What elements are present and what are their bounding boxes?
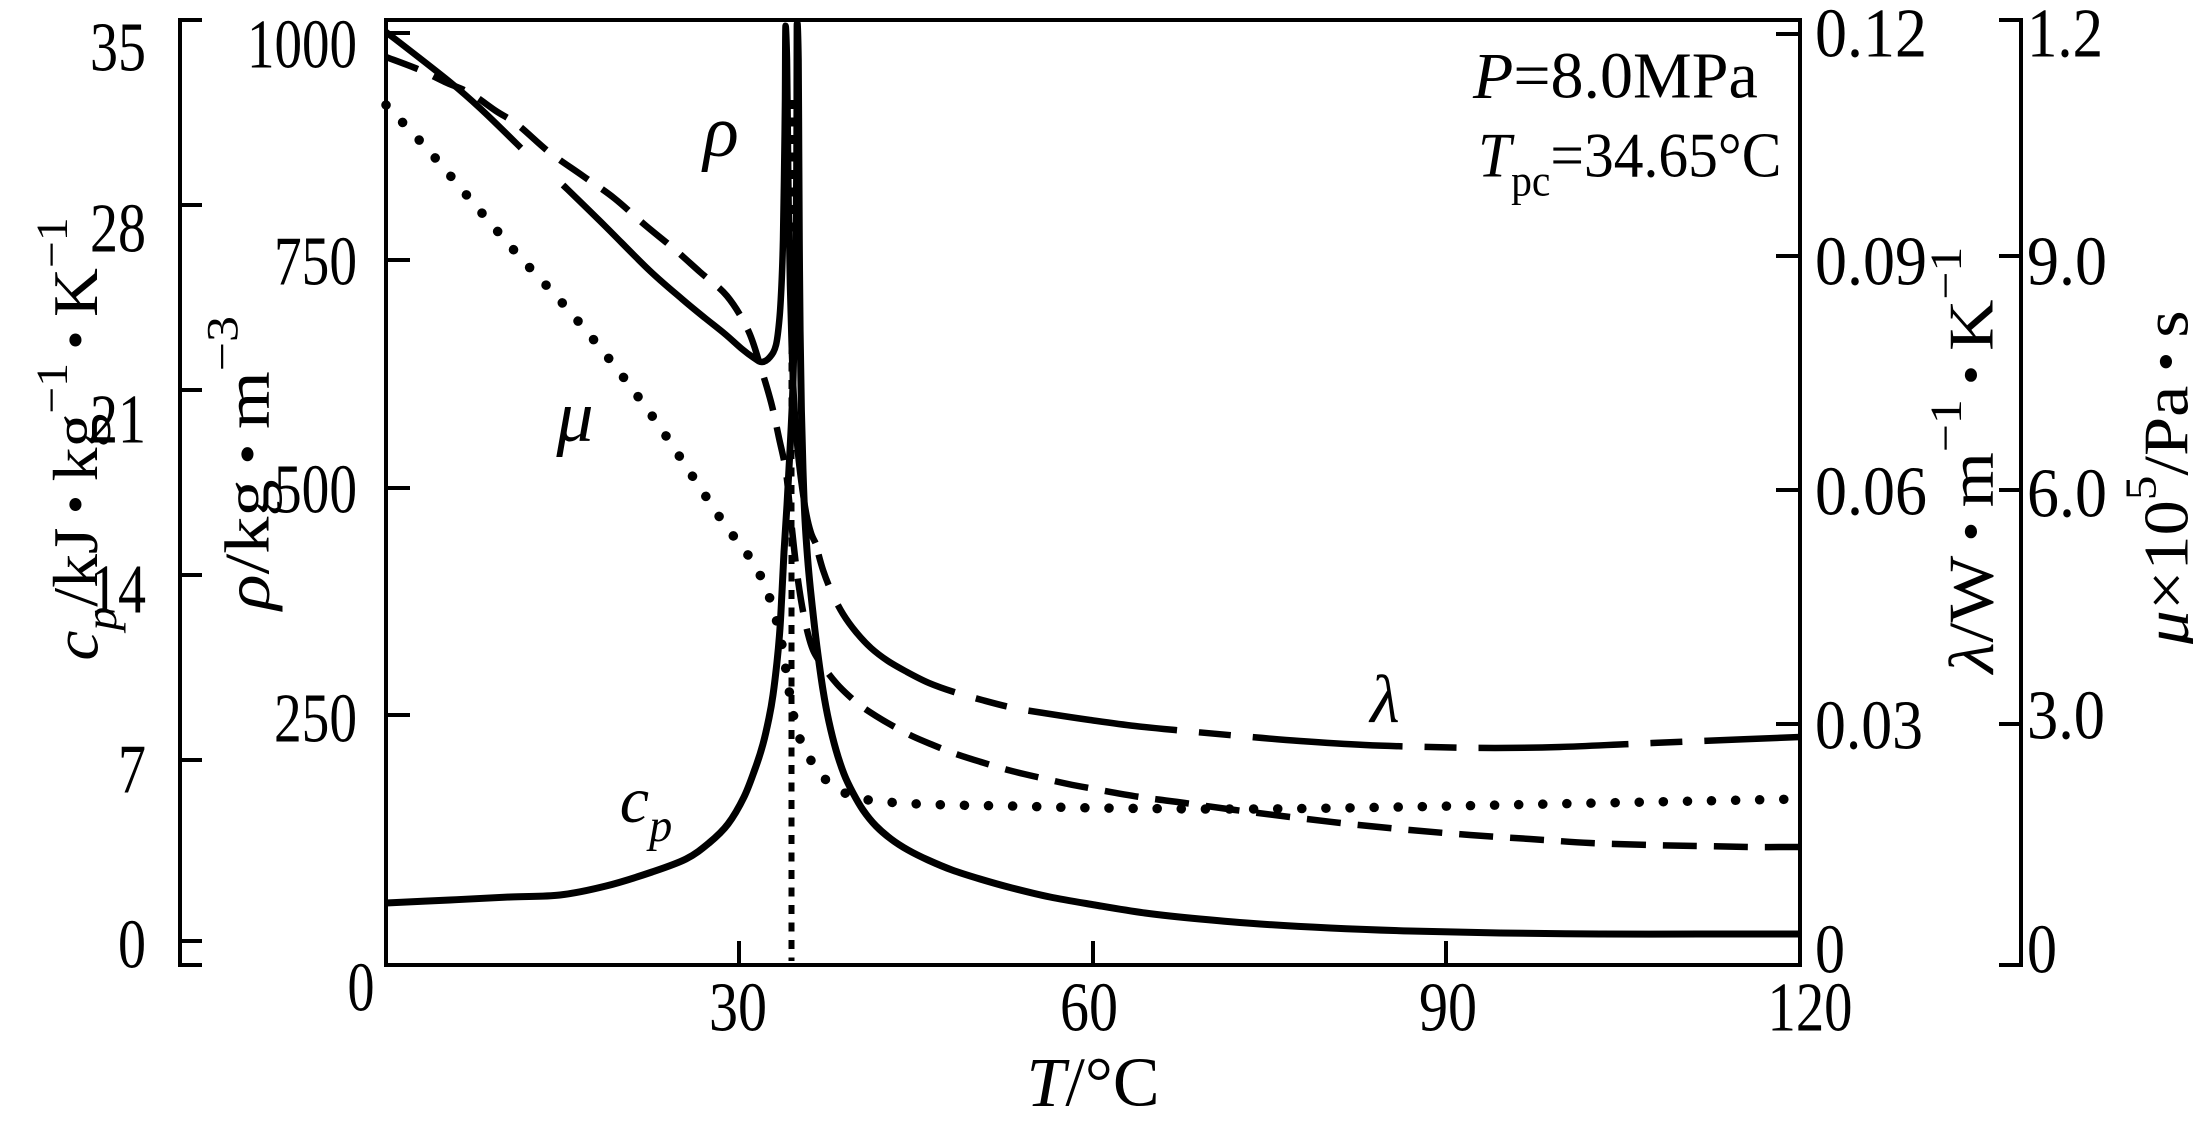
svg-text:cp: cp <box>620 764 672 852</box>
svg-text:0: 0 <box>118 907 146 984</box>
svg-text:21: 21 <box>90 382 146 459</box>
svg-text:0: 0 <box>2027 912 2057 989</box>
svg-text:28: 28 <box>90 191 146 268</box>
svg-text:0.09: 0.09 <box>1815 224 1927 301</box>
svg-text:T/°C: T/°C <box>1026 1045 1159 1122</box>
svg-text:3.0: 3.0 <box>2027 678 2105 755</box>
svg-text:P=8.0MPa: P=8.0MPa <box>1472 40 1758 113</box>
svg-text:ρ: ρ <box>701 91 739 173</box>
svg-text:90: 90 <box>1419 970 1477 1047</box>
svg-text:λ/W • m−1 • K−1: λ/W • m−1 • K−1 <box>1922 247 2007 676</box>
svg-text:7: 7 <box>118 732 146 809</box>
svg-text:35: 35 <box>90 10 146 87</box>
svg-text:0: 0 <box>348 950 375 1027</box>
svg-text:750: 750 <box>274 224 357 301</box>
svg-text:120: 120 <box>1768 970 1853 1047</box>
svg-text:1.2: 1.2 <box>2027 0 2103 73</box>
svg-text:60: 60 <box>1060 970 1118 1047</box>
svg-text:0.03: 0.03 <box>1815 688 1923 765</box>
svg-text:μ: μ <box>555 376 593 458</box>
svg-text:cp/kJ • kg−1 • K−1: cp/kJ • kg−1 • K−1 <box>27 217 126 660</box>
svg-text:6.0: 6.0 <box>2027 456 2107 533</box>
svg-text:1000: 1000 <box>247 7 357 84</box>
svg-text:0.06: 0.06 <box>1815 454 1927 531</box>
svg-text:30: 30 <box>709 970 767 1047</box>
svg-text:λ: λ <box>1368 661 1399 737</box>
svg-text:0.12: 0.12 <box>1815 0 1927 73</box>
svg-text:500: 500 <box>274 452 357 529</box>
svg-text:14: 14 <box>90 552 146 629</box>
svg-text:0: 0 <box>1815 912 1845 989</box>
svg-text:9.0: 9.0 <box>2027 224 2107 301</box>
svg-text:250: 250 <box>274 681 357 758</box>
